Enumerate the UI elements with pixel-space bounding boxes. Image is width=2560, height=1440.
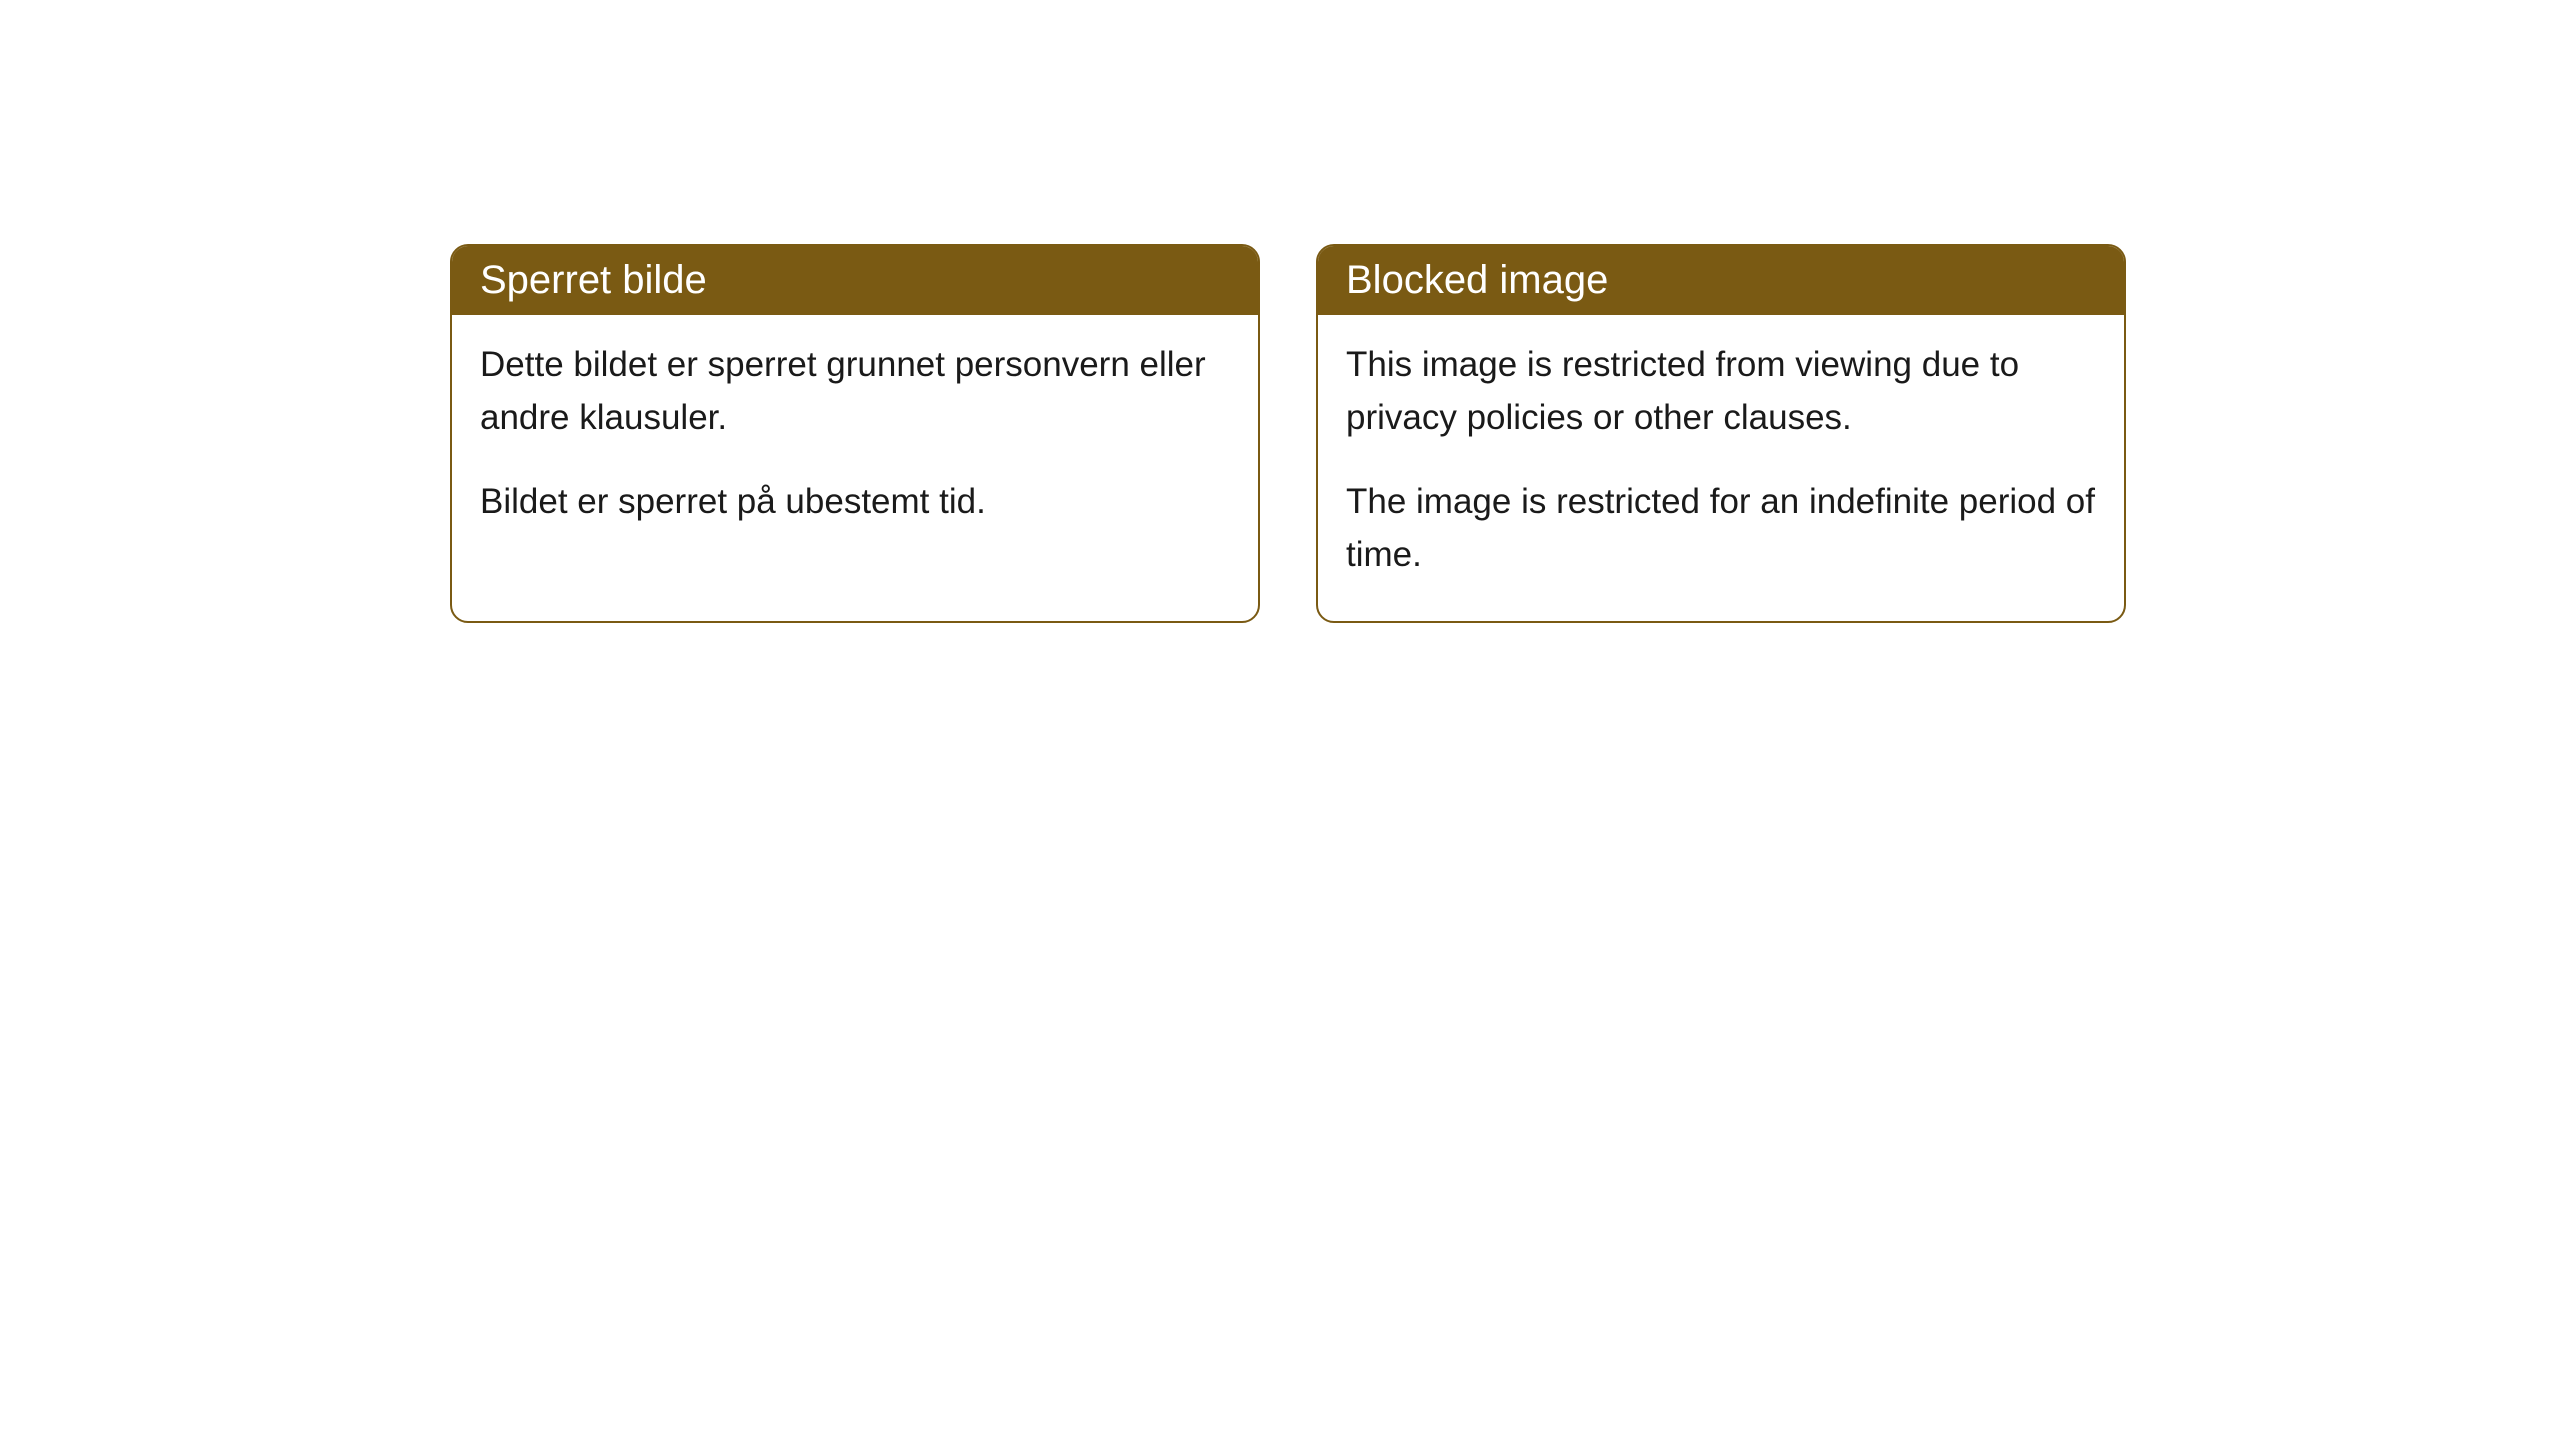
card-header-english: Blocked image <box>1318 246 2124 315</box>
card-body-english: This image is restricted from viewing du… <box>1318 315 2124 621</box>
card-text-norwegian-p2: Bildet er sperret på ubestemt tid. <box>480 476 1230 529</box>
card-text-english-p1: This image is restricted from viewing du… <box>1346 339 2096 444</box>
card-header-norwegian: Sperret bilde <box>452 246 1258 315</box>
card-body-norwegian: Dette bildet er sperret grunnet personve… <box>452 315 1258 569</box>
cards-container: Sperret bilde Dette bildet er sperret gr… <box>0 0 2560 623</box>
card-text-english-p2: The image is restricted for an indefinit… <box>1346 476 2096 581</box>
card-norwegian: Sperret bilde Dette bildet er sperret gr… <box>450 244 1260 623</box>
card-english: Blocked image This image is restricted f… <box>1316 244 2126 623</box>
card-text-norwegian-p1: Dette bildet er sperret grunnet personve… <box>480 339 1230 444</box>
